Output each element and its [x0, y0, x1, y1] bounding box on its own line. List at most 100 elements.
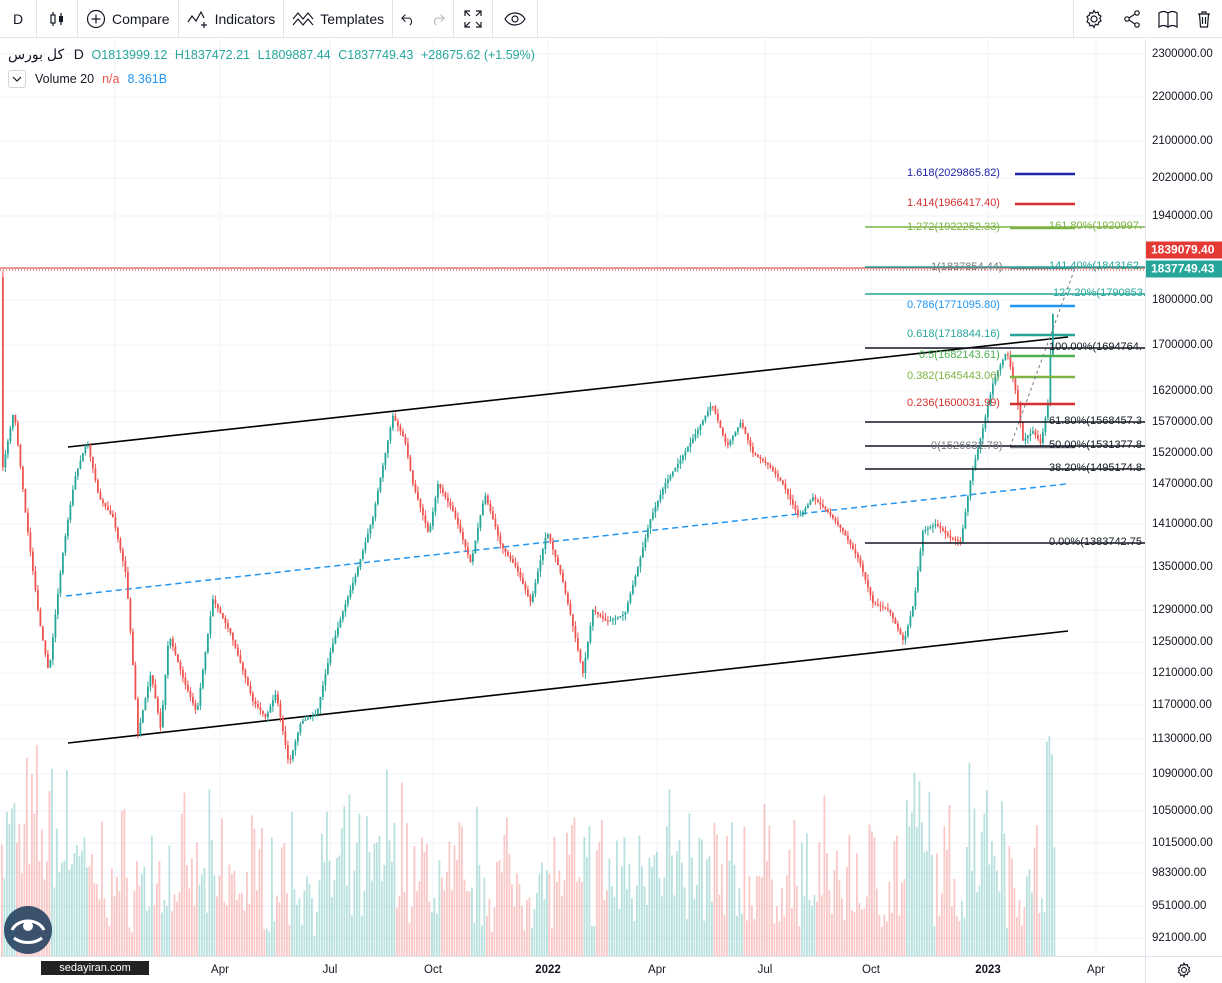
time-tick-label: Jul [322, 964, 338, 976]
candle-body [1004, 354, 1007, 360]
candle-body [659, 494, 662, 501]
candle-body [49, 659, 52, 668]
volume-bar [1023, 907, 1026, 956]
volume-bar [421, 837, 423, 956]
candle-body [1017, 389, 1019, 405]
publish-button[interactable] [1150, 0, 1186, 38]
indicators-button[interactable]: Indicators [179, 0, 284, 38]
candle-body [914, 590, 917, 607]
candle-body [739, 422, 742, 428]
candle-body [1049, 354, 1052, 404]
chevron-down-icon [12, 76, 22, 82]
fullscreen-button[interactable] [454, 0, 492, 38]
price-axis[interactable]: 2300000.00 2200000.00 2100000.00 2020000.00… [1145, 39, 1222, 956]
candle-body [754, 453, 757, 455]
toolbar-right [1073, 0, 1222, 38]
candle-body [57, 593, 59, 615]
templates-button[interactable]: Templates [284, 0, 392, 38]
volume-bar [301, 924, 303, 956]
candle-body [239, 655, 242, 663]
candle-body [902, 634, 904, 640]
volume-bar [783, 916, 786, 956]
collapse-legend-button[interactable] [8, 70, 26, 88]
candle-body [624, 612, 627, 615]
candle-body [617, 617, 619, 619]
fib-extension-label: 50.00%(1531377.8 [1049, 439, 1142, 451]
volume-bar [518, 883, 521, 956]
candle-body [874, 602, 877, 604]
time-axis[interactable]: 2021AprJulOct2022AprJulOct2023Apr [0, 956, 1145, 983]
candle-body [662, 488, 664, 495]
volume-bar [1021, 925, 1023, 956]
candle-body [927, 528, 929, 530]
volume-title[interactable]: Volume 20 [35, 72, 95, 86]
volume-bar [551, 928, 553, 956]
axis-settings-button[interactable] [1145, 956, 1222, 983]
candle-body [924, 529, 927, 532]
watermark-text: sedayiran.com [41, 961, 149, 975]
candle-body [979, 438, 982, 449]
fib-extension-label: 0.00%(1383742.75 [1049, 536, 1142, 548]
candle-body [477, 527, 479, 541]
price-tick-label: 1015000.00 [1152, 837, 1213, 849]
candle-body [652, 512, 654, 520]
volume-bar [976, 892, 978, 956]
chart-pane[interactable] [0, 39, 1145, 956]
candle-body [744, 427, 747, 434]
volume-bar [228, 864, 231, 956]
volume-bar [701, 839, 703, 956]
symbol-name[interactable]: کل بورس [8, 46, 65, 62]
undo-button[interactable] [393, 0, 423, 38]
interval-label: D [12, 10, 24, 27]
candle-body [154, 684, 157, 699]
volume-bar [348, 794, 351, 956]
volume-bar [168, 845, 171, 956]
candle-body [657, 500, 659, 507]
candle-body [99, 492, 102, 500]
candle-body [704, 415, 707, 421]
volume-bar [11, 808, 13, 956]
snapshot-button[interactable] [1186, 0, 1222, 38]
volume-bar [653, 855, 656, 956]
candle-body [457, 517, 459, 525]
candle-body [954, 539, 957, 540]
candle-body [877, 604, 879, 606]
fib-extension-label: 100.00%(1694764. [1049, 341, 1142, 353]
candle-body [464, 539, 467, 547]
share-button[interactable] [1114, 0, 1150, 38]
settings-button[interactable] [1074, 0, 1114, 38]
volume-bar [611, 886, 613, 956]
volume-bar [858, 903, 861, 956]
volume-bar [373, 843, 376, 956]
interval-button[interactable]: D [0, 0, 36, 38]
candle-body [699, 425, 702, 430]
volume-bar [366, 816, 368, 956]
visibility-button[interactable] [493, 0, 537, 38]
chart-canvas[interactable] [0, 39, 1145, 956]
volume-bar [361, 915, 363, 956]
fib-retracement-label: 0.618(1718844.16) [907, 328, 1000, 340]
volume-bar [438, 859, 441, 956]
volume-bar [488, 899, 491, 956]
volume-bar [193, 905, 196, 956]
candle-body [587, 642, 589, 658]
redo-button[interactable] [423, 0, 453, 38]
compare-button[interactable]: Compare [78, 0, 178, 38]
candle-body [307, 718, 309, 720]
chart-type-button[interactable] [37, 0, 77, 38]
volume-bar [571, 825, 573, 956]
volume-bar [336, 857, 338, 956]
volume-bar [911, 812, 913, 956]
volume-bar [86, 867, 88, 956]
candle-body [432, 511, 434, 526]
time-tick-label: Apr [1087, 964, 1105, 976]
volume-bar [23, 823, 26, 956]
candle-body [47, 654, 49, 668]
volume-bar [736, 915, 738, 956]
volume-bar [606, 890, 608, 956]
candle-body [499, 535, 502, 544]
volume-bar [888, 881, 891, 956]
candle-body [909, 616, 912, 626]
volume-bar [878, 915, 881, 956]
candle-body [434, 497, 437, 512]
